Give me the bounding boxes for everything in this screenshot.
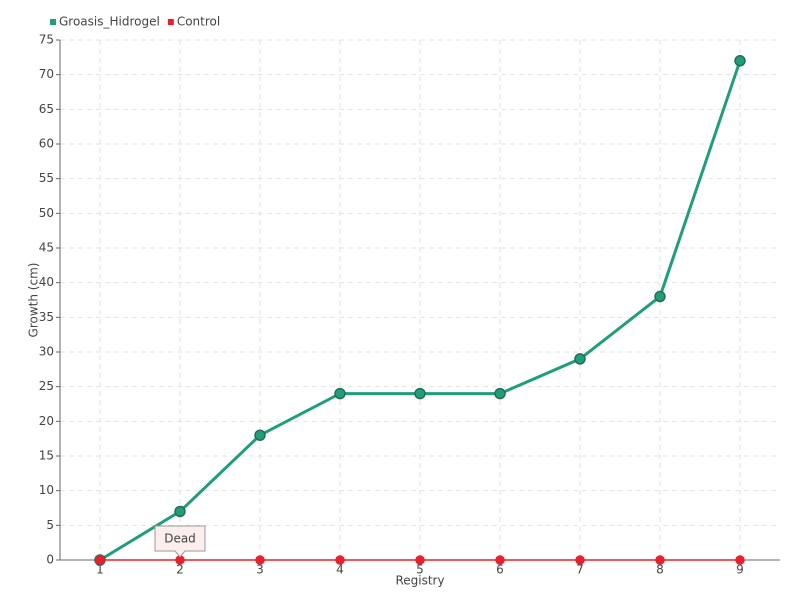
point xyxy=(414,387,426,400)
point xyxy=(334,387,346,400)
point xyxy=(415,555,425,565)
x-tick-label: 2 xyxy=(176,563,184,577)
annotation-box xyxy=(154,525,206,558)
legend-label: Control xyxy=(177,15,220,29)
point xyxy=(494,387,506,400)
point xyxy=(655,555,665,565)
legend-swatch xyxy=(50,19,56,25)
y-tick-label: 55 xyxy=(39,171,54,185)
y-tick-label: 70 xyxy=(39,67,54,81)
y-tick-label: 75 xyxy=(39,33,54,47)
x-tick-label: 9 xyxy=(736,563,744,577)
legend-label: Groasis_Hidrogel xyxy=(59,15,160,29)
y-tick-label: 20 xyxy=(39,414,54,428)
y-tick-label: 10 xyxy=(39,483,54,497)
x-axis-label: Registry xyxy=(395,574,444,588)
point xyxy=(734,55,746,67)
y-tick-label: 5 xyxy=(46,518,54,532)
y-axis-label: Growth (cm) xyxy=(27,263,41,338)
y-tick-label: 60 xyxy=(39,137,54,151)
point xyxy=(575,555,585,565)
y-tick-label: 0 xyxy=(46,553,54,567)
x-tick-label: 5 xyxy=(416,563,424,577)
y-tick-label: 15 xyxy=(39,449,54,463)
y-tick-label: 25 xyxy=(39,379,54,393)
legend-swatch xyxy=(167,19,174,25)
x-tick-label: 8 xyxy=(656,563,664,577)
x-tick-label: 6 xyxy=(496,563,504,577)
point xyxy=(574,353,586,365)
y-tick-label: 45 xyxy=(39,241,54,255)
annotation-text: Dead xyxy=(164,532,196,546)
point xyxy=(735,555,745,565)
y-tick-label: 65 xyxy=(39,102,54,116)
y-tick-label: 35 xyxy=(39,310,54,324)
point xyxy=(174,505,186,518)
y-tick-label: 30 xyxy=(39,345,54,359)
point xyxy=(495,555,505,565)
x-tick-label: 3 xyxy=(256,563,264,577)
y-tick-label: 50 xyxy=(39,206,54,220)
y-tick-label: 40 xyxy=(39,275,54,289)
point xyxy=(254,429,266,441)
point xyxy=(654,290,666,303)
point xyxy=(255,555,265,565)
x-tick-label: 1 xyxy=(96,563,104,577)
x-tick-label: 7 xyxy=(576,563,584,577)
point xyxy=(95,555,105,565)
point xyxy=(335,555,345,565)
x-tick-label: 4 xyxy=(336,563,344,577)
